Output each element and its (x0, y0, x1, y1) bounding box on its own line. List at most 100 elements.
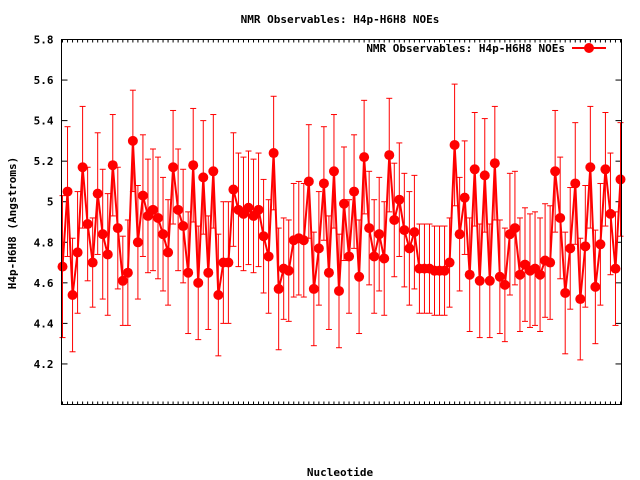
data-point (268, 148, 279, 159)
data-point (474, 275, 485, 286)
y-tick-label: 5.6 (34, 74, 54, 87)
data-point (228, 184, 239, 195)
data-point (173, 204, 184, 215)
legend-label: NMR Observables: H4p-H6H8 NOEs (366, 42, 565, 55)
data-point (545, 257, 556, 268)
data-point (213, 290, 224, 300)
data-point (605, 208, 616, 219)
y-axis-label: H4p-H6H8 (Angstroms) (6, 157, 19, 289)
data-point (479, 170, 490, 181)
data-point (243, 202, 254, 213)
data-point (153, 212, 164, 223)
data-point (313, 243, 324, 254)
data-point (595, 239, 606, 250)
data-point (97, 229, 108, 240)
y-tick-label: 4.6 (34, 277, 54, 290)
data-point (364, 223, 375, 234)
data-point (399, 225, 410, 236)
data-point (600, 164, 611, 175)
data-point (117, 275, 128, 286)
data-point (409, 227, 420, 238)
data-point (308, 283, 319, 294)
data-point (328, 166, 339, 177)
y-tick-label: 5.2 (34, 155, 54, 168)
y-tick-label: 4.4 (34, 317, 54, 330)
plot-frame (61, 39, 622, 405)
data-point (273, 283, 284, 294)
data-point (359, 152, 370, 163)
data-point (580, 241, 591, 252)
y-tick-label: 5 (47, 196, 54, 209)
data-point (303, 176, 314, 187)
data-point (193, 277, 204, 288)
data-point (449, 139, 460, 150)
data-point (509, 223, 520, 234)
data-point (459, 192, 470, 203)
data-point (223, 257, 234, 268)
data-point (198, 172, 209, 183)
data-point (489, 158, 500, 169)
data-point (484, 275, 495, 286)
legend-marker (584, 43, 594, 53)
data-point (610, 263, 621, 274)
chart-title: NMR Observables: H4p-H6H8 NOEs (241, 13, 440, 26)
y-axis-ticks: 4.2 4.4 4.6 4.8 5 5.2 5.4 5.6 5.8 (34, 34, 622, 371)
data-point (494, 271, 505, 282)
data-point (107, 160, 118, 171)
data-point (168, 162, 179, 173)
legend: NMR Observables: H4p-H6H8 NOEs (366, 42, 606, 55)
data-point (499, 279, 510, 290)
data-point (379, 253, 390, 264)
data-point (535, 269, 546, 280)
data-point (57, 261, 68, 272)
data-point (333, 285, 344, 296)
data-point (62, 186, 73, 197)
data-point (67, 290, 78, 300)
x-axis-label: Nucleotide (307, 466, 374, 479)
data-point (585, 162, 596, 173)
data-point (344, 251, 355, 262)
data-point (444, 257, 455, 268)
data-point (122, 267, 133, 278)
data-point (127, 135, 138, 146)
data-point (188, 160, 199, 171)
data-point (439, 265, 450, 276)
data-point (102, 249, 113, 260)
data-point (514, 269, 525, 280)
data-point (464, 269, 475, 280)
data-point (147, 204, 158, 215)
data-point (555, 212, 566, 223)
data-point (183, 267, 194, 278)
data-point (339, 198, 350, 209)
data-point (550, 166, 561, 177)
y-tick-label: 5.8 (34, 34, 54, 47)
data-point (469, 164, 480, 175)
y-tick-label: 5.4 (34, 115, 54, 128)
data-point (92, 188, 103, 199)
data-point (112, 223, 123, 234)
data-point (570, 178, 581, 189)
data-point (354, 271, 365, 282)
data-point (87, 257, 98, 268)
data-point (203, 267, 214, 278)
data-point (318, 178, 329, 189)
data-point (263, 251, 274, 262)
data-point (137, 190, 148, 201)
data-point (158, 229, 169, 240)
data-point (384, 150, 395, 161)
data-point (394, 194, 405, 205)
data-point (82, 219, 93, 230)
data-point (565, 243, 576, 254)
data-point (369, 251, 380, 262)
data-point (374, 229, 385, 240)
data-point (253, 204, 264, 215)
data-point (178, 221, 189, 232)
data-point (454, 229, 465, 240)
data-point (163, 247, 174, 258)
data-point (560, 287, 571, 298)
data-point (575, 294, 586, 305)
data-point (298, 235, 309, 246)
data-point (132, 237, 143, 248)
data-point (258, 231, 269, 242)
